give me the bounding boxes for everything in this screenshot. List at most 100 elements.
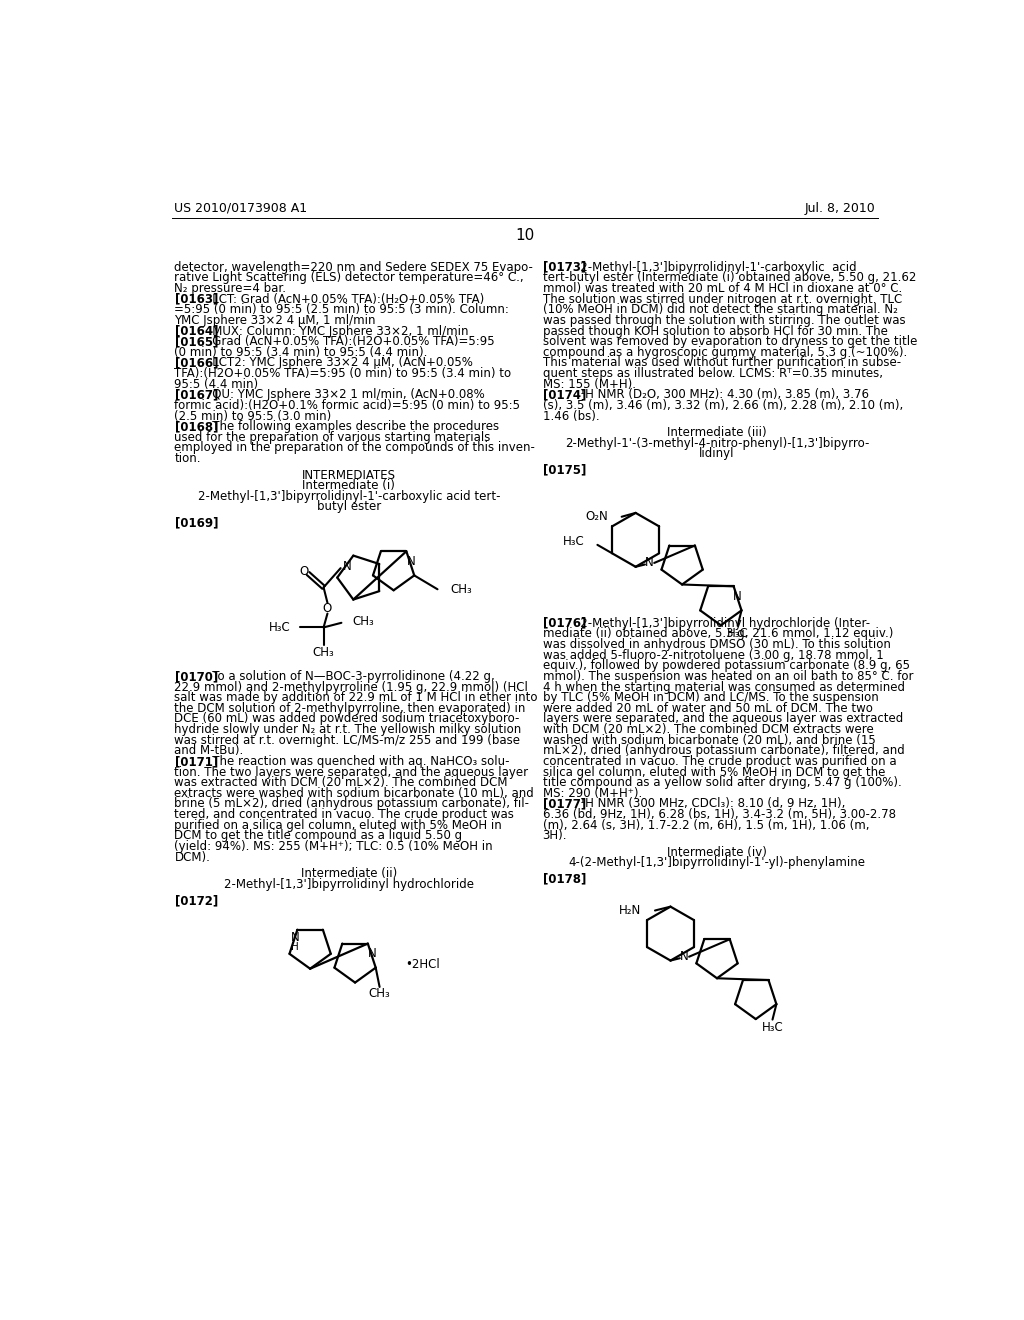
- Text: N: N: [343, 560, 352, 573]
- Text: mmol) was treated with 20 mL of 4 M HCl in dioxane at 0° C.: mmol) was treated with 20 mL of 4 M HCl …: [543, 282, 902, 296]
- Text: washed with sodium bicarbonate (20 mL), and brine (15: washed with sodium bicarbonate (20 mL), …: [543, 734, 876, 747]
- Text: O: O: [323, 602, 332, 615]
- Text: [0163]: [0163]: [174, 293, 218, 306]
- Text: layers were separated, and the aqueous layer was extracted: layers were separated, and the aqueous l…: [543, 713, 903, 726]
- Text: CH₃: CH₃: [369, 987, 390, 1001]
- Text: [0164]: [0164]: [174, 325, 218, 338]
- Text: TFA):(H2O+0.05% TFA)=5:95 (0 min) to 95:5 (3.4 min) to: TFA):(H2O+0.05% TFA)=5:95 (0 min) to 95:…: [174, 367, 512, 380]
- Text: concentrated in vacuo. The crude product was purified on a: concentrated in vacuo. The crude product…: [543, 755, 896, 768]
- Text: (2.5 min) to 95:5 (3.0 min): (2.5 min) to 95:5 (3.0 min): [174, 409, 332, 422]
- Text: was dissolved in anhydrous DMSO (30 mL). To this solution: was dissolved in anhydrous DMSO (30 mL).…: [543, 638, 891, 651]
- Text: lidinyl: lidinyl: [699, 447, 735, 461]
- Text: 3H).: 3H).: [543, 829, 567, 842]
- Text: DCE (60 mL) was added powdered sodium triacetoxyboro-: DCE (60 mL) was added powdered sodium tr…: [174, 713, 520, 726]
- Text: silica gel column, eluted with 5% MeOH in DCM to get the: silica gel column, eluted with 5% MeOH i…: [543, 766, 885, 779]
- Text: [0165]: [0165]: [174, 335, 218, 348]
- Text: compound as a hygroscopic gummy material, 5.3 g (~100%).: compound as a hygroscopic gummy material…: [543, 346, 907, 359]
- Text: (10% MeOH in DCM) did not detect the starting material. N₂: (10% MeOH in DCM) did not detect the sta…: [543, 304, 897, 317]
- Text: with DCM (20 mL×2). The combined DCM extracts were: with DCM (20 mL×2). The combined DCM ext…: [543, 723, 873, 737]
- Text: was added 5-fluoro-2-nitrotoluene (3.00 g, 18.78 mmol, 1: was added 5-fluoro-2-nitrotoluene (3.00 …: [543, 648, 884, 661]
- Text: Grad (AcN+0.05% TFA):(H2O+0.05% TFA)=5:95: Grad (AcN+0.05% TFA):(H2O+0.05% TFA)=5:9…: [201, 335, 495, 348]
- Text: H₃C: H₃C: [563, 536, 585, 548]
- Text: employed in the preparation of the compounds of this inven-: employed in the preparation of the compo…: [174, 441, 536, 454]
- Text: 2-Methyl-[1,3']bipyrrolidinyl hydrochloride (Inter-: 2-Methyl-[1,3']bipyrrolidinyl hydrochlor…: [568, 616, 869, 630]
- Text: To a solution of N—BOC-3-pyrrolidinone (4.22 g,: To a solution of N—BOC-3-pyrrolidinone (…: [201, 671, 495, 682]
- Text: hydride slowly under N₂ at r.t. The yellowish milky solution: hydride slowly under N₂ at r.t. The yell…: [174, 723, 522, 737]
- Text: was passed through the solution with stirring. The outlet was: was passed through the solution with sti…: [543, 314, 905, 327]
- Text: US 2010/0173908 A1: US 2010/0173908 A1: [174, 202, 307, 215]
- Text: 22.9 mmol) and 2-methylpyrroline (1.95 g, 22.9 mmol) (HCl: 22.9 mmol) and 2-methylpyrroline (1.95 g…: [174, 681, 528, 693]
- Text: title compound as a yellow solid after drying, 5.47 g (100%).: title compound as a yellow solid after d…: [543, 776, 901, 789]
- Text: [0176]: [0176]: [543, 616, 586, 630]
- Text: 10: 10: [515, 228, 535, 243]
- Text: 6.36 (bd, 9Hz, 1H), 6.28 (bs, 1H), 3.4-3.2 (m, 5H), 3.00-2.78: 6.36 (bd, 9Hz, 1H), 6.28 (bs, 1H), 3.4-3…: [543, 808, 896, 821]
- Text: H₃C: H₃C: [727, 627, 749, 640]
- Text: DCM to get the title compound as a liquid 5.50 g: DCM to get the title compound as a liqui…: [174, 829, 463, 842]
- Text: salt was made by addition of 22.9 mL of 1 M HCl in ether into: salt was made by addition of 22.9 mL of …: [174, 692, 538, 705]
- Text: (s), 3.5 (m), 3.46 (m), 3.32 (m), 2.66 (m), 2.28 (m), 2.10 (m),: (s), 3.5 (m), 3.46 (m), 3.32 (m), 2.66 (…: [543, 399, 903, 412]
- Text: [0178]: [0178]: [543, 873, 586, 886]
- Text: Intermediate (ii): Intermediate (ii): [301, 867, 397, 880]
- Text: MS: 155 (M+H).: MS: 155 (M+H).: [543, 378, 636, 391]
- Text: [0177]: [0177]: [543, 797, 586, 810]
- Text: [0168]: [0168]: [174, 420, 218, 433]
- Text: H₂N: H₂N: [618, 904, 641, 917]
- Text: ¹H NMR (300 MHz, CDCl₃): 8.10 (d, 9 Hz, 1H),: ¹H NMR (300 MHz, CDCl₃): 8.10 (d, 9 Hz, …: [568, 797, 845, 810]
- Text: The following examples describe the procedures: The following examples describe the proc…: [201, 420, 499, 433]
- Text: YMC Jsphere 33×2 4 μM, 1 ml/min: YMC Jsphere 33×2 4 μM, 1 ml/min: [174, 314, 376, 327]
- Text: N: N: [645, 557, 654, 569]
- Text: N: N: [407, 554, 416, 568]
- Text: =5:95 (0 min) to 95:5 (2.5 min) to 95:5 (3 min). Column:: =5:95 (0 min) to 95:5 (2.5 min) to 95:5 …: [174, 304, 509, 317]
- Text: mediate (ii) obtained above, 5.3 g, 21.6 mmol, 1.12 equiv.): mediate (ii) obtained above, 5.3 g, 21.6…: [543, 627, 893, 640]
- Text: Intermediate (i): Intermediate (i): [302, 479, 395, 492]
- Text: passed though KOH solution to absorb HCl for 30 min. The: passed though KOH solution to absorb HCl…: [543, 325, 888, 338]
- Text: solvent was removed by evaporation to dryness to get the title: solvent was removed by evaporation to dr…: [543, 335, 918, 348]
- Text: used for the preparation of various starting materials: used for the preparation of various star…: [174, 430, 490, 444]
- Text: 1.46 (bs).: 1.46 (bs).: [543, 409, 599, 422]
- Text: Jul. 8, 2010: Jul. 8, 2010: [804, 202, 876, 215]
- Text: Intermediate (iii): Intermediate (iii): [668, 426, 767, 440]
- Text: N₂ pressure=4 bar.: N₂ pressure=4 bar.: [174, 282, 287, 296]
- Text: INTERMEDIATES: INTERMEDIATES: [302, 469, 396, 482]
- Text: was extracted with DCM (20 mL×2). The combined DCM: was extracted with DCM (20 mL×2). The co…: [174, 776, 508, 789]
- Text: butyl ester: butyl ester: [316, 500, 381, 513]
- Text: N: N: [368, 946, 376, 960]
- Text: tion.: tion.: [174, 451, 201, 465]
- Text: tert-butyl ester (Intermediate (i) obtained above, 5.50 g, 21.62: tert-butyl ester (Intermediate (i) obtai…: [543, 272, 916, 284]
- Text: by TLC (5% MeOH in DCM) and LC/MS. To the suspension: by TLC (5% MeOH in DCM) and LC/MS. To th…: [543, 692, 879, 705]
- Text: 2-Methyl-[1,3']bipyrrolidinyl-1'-carboxylic  acid: 2-Methyl-[1,3']bipyrrolidinyl-1'-carboxy…: [568, 261, 856, 273]
- Text: (yield: 94%). MS: 255 (M+H⁺); TLC: 0.5 (10% MeOH in: (yield: 94%). MS: 255 (M+H⁺); TLC: 0.5 (…: [174, 840, 494, 853]
- Text: N: N: [680, 950, 689, 964]
- Text: [0174]: [0174]: [543, 388, 586, 401]
- Text: CH₃: CH₃: [312, 645, 335, 659]
- Text: and M-tBu).: and M-tBu).: [174, 744, 244, 758]
- Text: LCT: Grad (AcN+0.05% TFA):(H₂O+0.05% TFA): LCT: Grad (AcN+0.05% TFA):(H₂O+0.05% TFA…: [201, 293, 484, 306]
- Text: CH₃: CH₃: [450, 582, 472, 595]
- Text: [0171]: [0171]: [174, 755, 218, 768]
- Text: [0173]: [0173]: [543, 261, 586, 273]
- Text: were added 20 mL of water and 50 mL of DCM. The two: were added 20 mL of water and 50 mL of D…: [543, 702, 872, 715]
- Text: MUX: Column: YMC Jsphere 33×2, 1 ml/min: MUX: Column: YMC Jsphere 33×2, 1 ml/min: [201, 325, 468, 338]
- Text: tion. The two layers were separated, and the aqueous layer: tion. The two layers were separated, and…: [174, 766, 528, 779]
- Text: QU: YMC Jsphere 33×2 1 ml/min, (AcN+0.08%: QU: YMC Jsphere 33×2 1 ml/min, (AcN+0.08…: [201, 388, 484, 401]
- Text: [0170]: [0170]: [174, 671, 218, 682]
- Text: [0175]: [0175]: [543, 463, 586, 477]
- Text: brine (5 mL×2), dried (anhydrous potassium carbonate), fil-: brine (5 mL×2), dried (anhydrous potassi…: [174, 797, 529, 810]
- Text: MS: 290 (M+H⁺).: MS: 290 (M+H⁺).: [543, 787, 642, 800]
- Text: ¹H NMR (D₂O, 300 MHz): 4.30 (m), 3.85 (m), 3.76: ¹H NMR (D₂O, 300 MHz): 4.30 (m), 3.85 (m…: [568, 388, 868, 401]
- Text: O: O: [300, 565, 309, 578]
- Text: tered, and concentrated in vacuo. The crude product was: tered, and concentrated in vacuo. The cr…: [174, 808, 514, 821]
- Text: 4 h when the starting material was consumed as determined: 4 h when the starting material was consu…: [543, 681, 904, 693]
- Text: DCM).: DCM).: [174, 850, 210, 863]
- Text: Intermediate (iv): Intermediate (iv): [667, 846, 767, 859]
- Text: the DCM solution of 2-methylpyrroline, then evaporated) in: the DCM solution of 2-methylpyrroline, t…: [174, 702, 526, 715]
- Text: [0166]: [0166]: [174, 356, 218, 370]
- Text: equiv.), followed by powdered potassium carbonate (8.9 g, 65: equiv.), followed by powdered potassium …: [543, 660, 909, 672]
- Text: purified on a silica gel column, eluted with 5% MeOH in: purified on a silica gel column, eluted …: [174, 818, 502, 832]
- Text: CH₃: CH₃: [352, 615, 374, 628]
- Text: 2-Methyl-[1,3']bipyrrolidinyl-1'-carboxylic acid tert-: 2-Methyl-[1,3']bipyrrolidinyl-1'-carboxy…: [198, 490, 500, 503]
- Text: N: N: [291, 931, 299, 944]
- Text: N: N: [733, 590, 742, 602]
- Text: 4-(2-Methyl-[1,3']bipyrrolidinyl-1'-yl)-phenylamine: 4-(2-Methyl-[1,3']bipyrrolidinyl-1'-yl)-…: [568, 857, 865, 870]
- Text: quent steps as illustrated below. LCMS: Rᵀ=0.35 minutes,: quent steps as illustrated below. LCMS: …: [543, 367, 883, 380]
